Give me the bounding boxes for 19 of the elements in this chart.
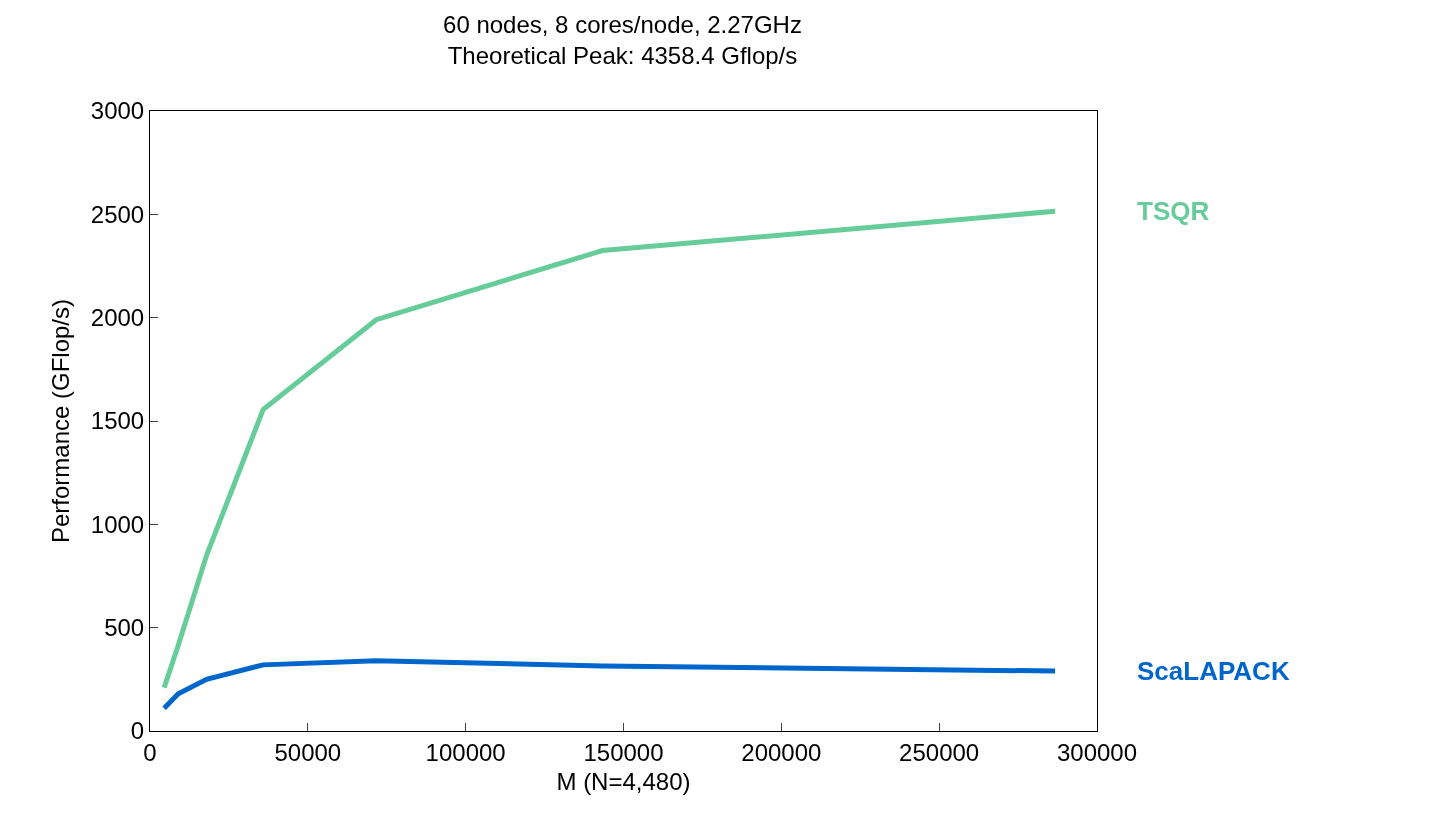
y-tick-label: 1000: [90, 510, 145, 538]
x-axis-title: M (N=4,480): [556, 768, 691, 796]
y-tick-label: 0: [130, 717, 145, 745]
y-tick-label: 500: [104, 614, 145, 642]
x-tick-label: 200000: [741, 738, 822, 766]
x-tick-label: 300000: [1056, 738, 1138, 766]
x-tick-label: 150000: [583, 738, 664, 766]
chart-title: 60 nodes, 8 cores/node, 2.27GHz: [443, 10, 802, 38]
text: TSQR: [1137, 196, 1210, 226]
y-tick-label: 2000: [90, 304, 145, 332]
y-tick-label: 1500: [90, 407, 145, 435]
x-tick-label: 50000: [274, 738, 342, 766]
y-tick-label: 2500: [90, 200, 145, 228]
x-tick-label: 250000: [899, 738, 980, 766]
chart-subtitle: Theoretical Peak: 4358.4 Gflop/s: [447, 42, 798, 70]
x-tick-label: 100000: [425, 738, 506, 766]
text: ScaLAPACK: [1137, 656, 1290, 686]
y-axis-title: Performance (GFlop/s): [46, 298, 74, 544]
y-tick-label: 3000: [90, 97, 145, 125]
